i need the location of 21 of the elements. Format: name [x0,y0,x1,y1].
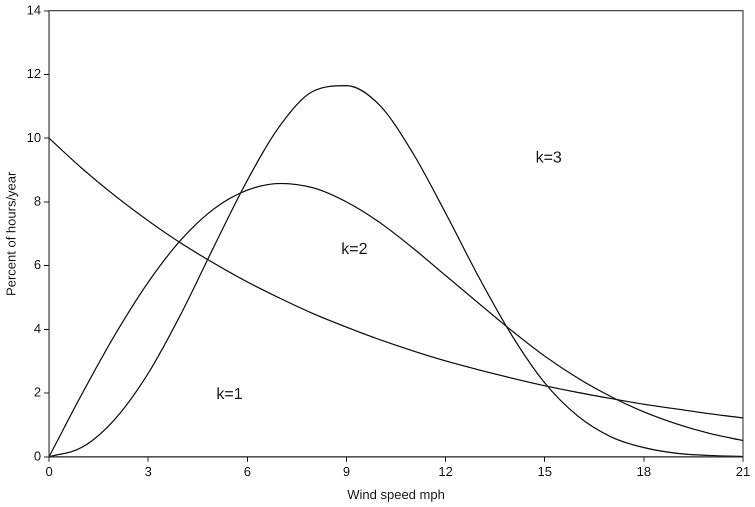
x-tick-label: 21 [736,464,750,480]
x-tick-label: 18 [636,464,652,480]
x-tick-label: 12 [438,464,453,480]
y-tick-label: 6 [34,257,42,272]
x-tick-label: 3 [144,464,152,480]
y-tick-label: 14 [26,2,42,18]
y-tick-label: 2 [34,384,42,400]
x-tick-label: 6 [244,464,251,480]
y-tick-label: 8 [34,194,42,209]
y-tick-label: 10 [26,130,42,145]
y-tick-label: 0 [34,448,42,464]
y-axis-title: Percent of hours/year [3,170,18,296]
x-tick-label: 15 [537,464,552,480]
annotation: k=1 [216,386,243,403]
y-tick-label: 12 [26,66,42,82]
y-tick-label: 4 [34,320,42,336]
x-tick-label: 0 [45,464,53,480]
x-axis-title: Wind speed mph [347,486,445,502]
annotation: k=2 [341,240,368,258]
annotation: k=3 [536,149,562,166]
x-tick-label: 9 [342,464,350,480]
